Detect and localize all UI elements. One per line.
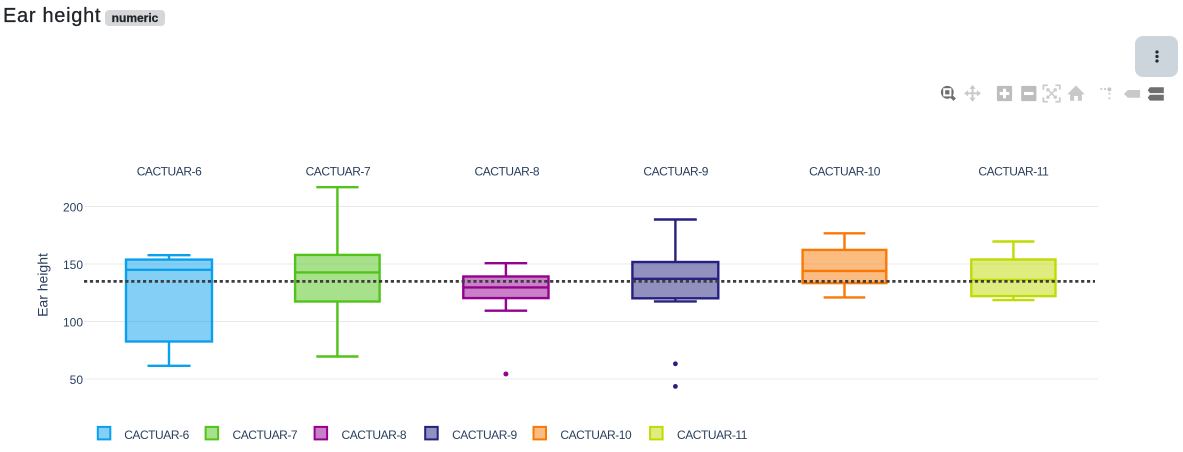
svg-text:CACTUAR-9: CACTUAR-9 (643, 165, 708, 179)
svg-text:CACTUAR-11: CACTUAR-11 (677, 428, 748, 442)
svg-text:50: 50 (70, 373, 84, 387)
svg-text:CACTUAR-10: CACTUAR-10 (560, 428, 632, 442)
svg-text:CACTUAR-7: CACTUAR-7 (306, 165, 371, 179)
svg-text:CACTUAR-10: CACTUAR-10 (809, 165, 881, 179)
svg-text:CACTUAR-8: CACTUAR-8 (474, 165, 539, 179)
svg-text:CACTUAR-7: CACTUAR-7 (233, 428, 298, 442)
svg-text:150: 150 (63, 258, 83, 272)
svg-text:Ear height: Ear height (35, 253, 51, 317)
svg-text:200: 200 (63, 200, 83, 214)
svg-text:CACTUAR-8: CACTUAR-8 (342, 428, 407, 442)
svg-text:100: 100 (63, 315, 83, 329)
svg-text:CACTUAR-6: CACTUAR-6 (137, 165, 202, 179)
svg-text:CACTUAR-11: CACTUAR-11 (978, 165, 1049, 179)
svg-text:CACTUAR-9: CACTUAR-9 (452, 428, 517, 442)
svg-text:CACTUAR-6: CACTUAR-6 (124, 428, 189, 442)
